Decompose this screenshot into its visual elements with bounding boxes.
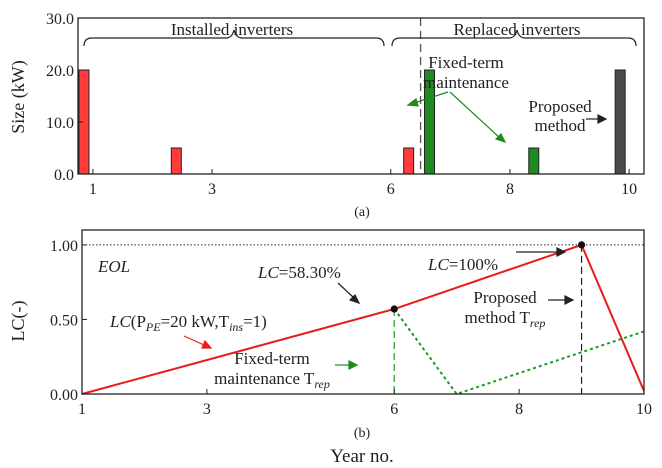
lc-proposed-label: LC=100%: [427, 255, 498, 274]
y-tick-label: 10.0: [46, 115, 74, 132]
markers: [390, 241, 586, 313]
y-tick-label: 0.0: [54, 167, 74, 184]
x-axis-label: Year no.: [330, 446, 394, 467]
x-tick-label: 8: [515, 401, 523, 418]
guide-lines: [393, 244, 583, 394]
proposed-label-line1: Proposed: [473, 288, 537, 307]
bar-fixed-4: [528, 147, 540, 175]
replaced-label: Replaced inverters: [454, 20, 581, 39]
axis-ticks: 1 3 6 8 10 0.00 0.50 1.00: [50, 238, 652, 418]
series-lines: [81, 243, 645, 396]
fixed-term-label-line2: maintenance Trep: [214, 369, 330, 391]
replaced-brace: [391, 29, 637, 47]
panel-label: (a): [354, 205, 370, 220]
panel-a-bar-chart: 1 3 6 8 10 0.0 10.0 20.0 30.0 Installed inverter…: [8, 11, 645, 220]
installed-brace: [83, 29, 385, 47]
y-tick-label: 0.50: [50, 312, 78, 329]
x-tick-label: 6: [390, 401, 398, 418]
axis-ticks: 1 3 6 8 10 0.0 10.0 20.0 30.0: [46, 11, 637, 198]
proposed-label-line2: method Trep: [465, 308, 546, 330]
panel-label: (b): [354, 426, 371, 441]
series-line-solid: [81, 243, 645, 395]
panel-b-line-chart: 1 3 6 8 10 0.00 0.50 1.00 EOL LC=58.30% LC=100%…: [8, 229, 652, 467]
bar-installed-1: [170, 147, 182, 175]
x-tick-label: 10: [636, 401, 652, 418]
installed-label: Installed inverters: [171, 20, 293, 39]
x-tick-label: 1: [78, 401, 86, 418]
proposed-label-line2: method: [535, 116, 586, 135]
x-tick-label: 1: [89, 181, 97, 198]
y-tick-label: 1.00: [50, 238, 78, 255]
x-tick-label: 6: [387, 181, 395, 198]
y-tick-label: 20.0: [46, 63, 74, 80]
fixed-term-label-line1: Fixed-term: [234, 349, 310, 368]
x-tick-label: 3: [208, 181, 216, 198]
plot-frame: [77, 17, 645, 175]
x-tick-label: 8: [506, 181, 514, 198]
y-axis-label: Size (kW): [8, 60, 29, 133]
y-tick-label: 30.0: [46, 11, 74, 28]
plot-frame: [81, 229, 645, 395]
y-axis-label: LC(-): [8, 301, 29, 342]
fixed-term-label-line1: Fixed-term: [428, 53, 504, 72]
lc-fixed-label: LC=58.30%: [257, 263, 341, 282]
x-tick-label: 3: [203, 401, 211, 418]
marker-point: [577, 241, 586, 249]
bar-installed-2: [403, 147, 415, 175]
lc-formula-label: LC(PPE=20 kW,Tins=1): [109, 312, 267, 334]
eol-label: EOL: [97, 257, 130, 276]
x-tick-label: 10: [621, 181, 637, 198]
annotation-arrows: [406, 91, 507, 144]
fixed-term-label-line2: maintenance: [423, 73, 509, 92]
proposed-arrow: [586, 114, 608, 124]
bar-proposed-5: [614, 69, 626, 175]
y-tick-label: 0.00: [50, 387, 78, 404]
marker-point: [390, 305, 398, 313]
annotation-arrows: [183, 247, 575, 370]
proposed-label-line1: Proposed: [528, 97, 592, 116]
